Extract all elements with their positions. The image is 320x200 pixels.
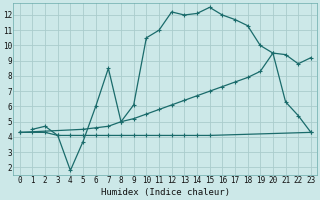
X-axis label: Humidex (Indice chaleur): Humidex (Indice chaleur) bbox=[101, 188, 230, 197]
